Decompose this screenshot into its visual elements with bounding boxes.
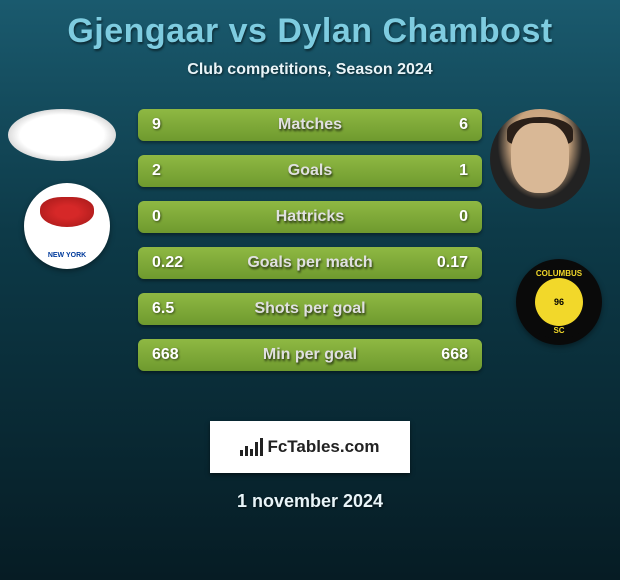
stat-row: 9Matches6 bbox=[138, 109, 482, 141]
stat-value-right: 1 bbox=[408, 162, 468, 180]
stat-label: Min per goal bbox=[212, 346, 408, 364]
stat-row: 0Hattricks0 bbox=[138, 201, 482, 233]
stat-label: Shots per goal bbox=[212, 300, 408, 318]
stat-value-left: 0 bbox=[152, 208, 212, 226]
badge-left-text: NEW YORK bbox=[32, 252, 102, 259]
stat-value-left: 9 bbox=[152, 116, 212, 134]
stat-value-right: 0 bbox=[408, 208, 468, 226]
stats-table: 9Matches6 2Goals1 0Hattricks0 0.22Goals per… bbox=[138, 109, 482, 385]
stat-value-right: 668 bbox=[408, 346, 468, 364]
stat-row: 2Goals1 bbox=[138, 155, 482, 187]
footer-attribution: FcTables.com bbox=[210, 421, 410, 473]
redbulls-logo-icon: NEW YORK bbox=[32, 191, 102, 261]
stat-label: Goals per match bbox=[212, 254, 408, 272]
player-photo-right bbox=[490, 109, 590, 209]
comparison-content: NEW YORK COLUMBUS SC 96 9Matches6 2Goals1… bbox=[0, 109, 620, 409]
stat-value-left: 668 bbox=[152, 346, 212, 364]
snapshot-date: 1 november 2024 bbox=[0, 491, 620, 512]
page-title: Gjengaar vs Dylan Chambost bbox=[0, 0, 620, 51]
stat-label: Hattricks bbox=[212, 208, 408, 226]
player-photo-left bbox=[8, 109, 116, 161]
badge-right-inner: 96 bbox=[535, 278, 583, 326]
crew-logo-icon: COLUMBUS SC 96 bbox=[522, 265, 596, 339]
stat-label: Goals bbox=[212, 162, 408, 180]
subtitle: Club competitions, Season 2024 bbox=[0, 61, 620, 79]
club-badge-left: NEW YORK bbox=[24, 183, 110, 269]
stat-value-right: 0.17 bbox=[408, 254, 468, 272]
stat-label: Matches bbox=[212, 116, 408, 134]
footer-logo-text: FcTables.com bbox=[267, 437, 379, 457]
stat-value-left: 2 bbox=[152, 162, 212, 180]
chart-bars-icon bbox=[240, 438, 263, 456]
stat-row: 668Min per goal668 bbox=[138, 339, 482, 371]
stat-value-left: 0.22 bbox=[152, 254, 212, 272]
stat-value-left: 6.5 bbox=[152, 300, 212, 318]
stat-value-right: 6 bbox=[408, 116, 468, 134]
club-badge-right: COLUMBUS SC 96 bbox=[516, 259, 602, 345]
stat-row: 6.5Shots per goal bbox=[138, 293, 482, 325]
stat-row: 0.22Goals per match0.17 bbox=[138, 247, 482, 279]
